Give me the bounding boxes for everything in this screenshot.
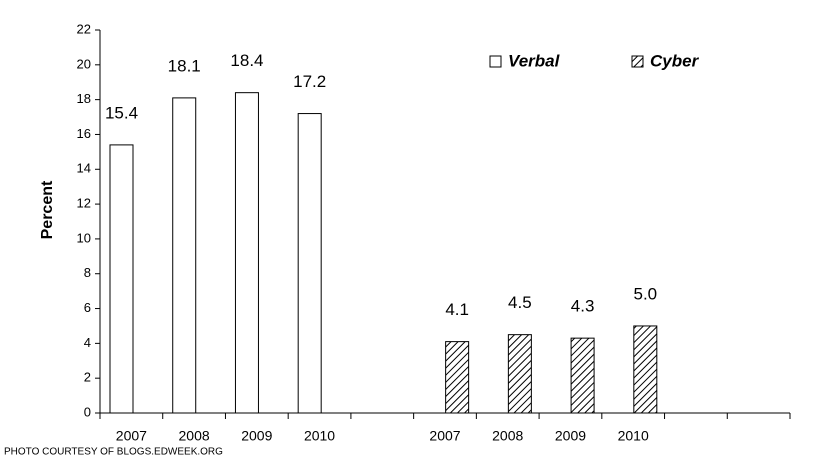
y-tick-label: 6	[84, 300, 91, 315]
bar	[445, 341, 470, 414]
x-tick-label: 2009	[555, 428, 586, 444]
bar	[570, 337, 595, 414]
y-tick-label: 10	[77, 230, 91, 245]
y-axis-label: Percent	[39, 180, 56, 239]
value-label: 17.2	[293, 72, 326, 91]
bar	[172, 97, 197, 414]
y-tick-label: 4	[84, 335, 91, 350]
x-tick-label: 2009	[241, 428, 272, 444]
annotation: PHOTO COURTESY OF BLOGS.EDWEEK.ORG	[4, 447, 223, 458]
value-label: 4.3	[571, 297, 595, 316]
value-label: 18.1	[168, 56, 201, 75]
y-tick-label: 0	[84, 404, 91, 419]
x-tick-label: 2010	[304, 428, 335, 444]
x-tick-label: 2008	[492, 428, 523, 444]
value-label: 5.0	[633, 284, 657, 303]
y-tick-label: 18	[77, 91, 91, 106]
x-tick-label: 2008	[179, 428, 210, 444]
legend-swatch	[631, 55, 644, 68]
value-label: 18.4	[230, 51, 263, 70]
y-tick-label: 12	[77, 196, 91, 211]
value-label: 15.4	[105, 103, 138, 122]
y-tick-label: 22	[77, 21, 91, 36]
y-tick-label: 2	[84, 370, 91, 385]
bar	[507, 334, 532, 414]
x-tick-label: 2007	[429, 428, 460, 444]
y-tick-label: 8	[84, 265, 91, 280]
legend-label: Cyber	[650, 51, 700, 70]
legend-label: Verbal	[508, 51, 561, 70]
value-label: 4.1	[445, 300, 469, 319]
x-tick-label: 2010	[618, 428, 649, 444]
y-tick-label: 16	[77, 126, 91, 141]
legend-swatch	[489, 55, 502, 68]
y-tick-label: 20	[77, 56, 91, 71]
bar	[297, 113, 322, 414]
bar	[234, 92, 259, 414]
value-label: 4.5	[508, 293, 532, 312]
bar	[109, 144, 134, 414]
x-tick-label: 2007	[116, 428, 147, 444]
bar	[633, 325, 658, 414]
y-tick-label: 14	[77, 161, 91, 176]
